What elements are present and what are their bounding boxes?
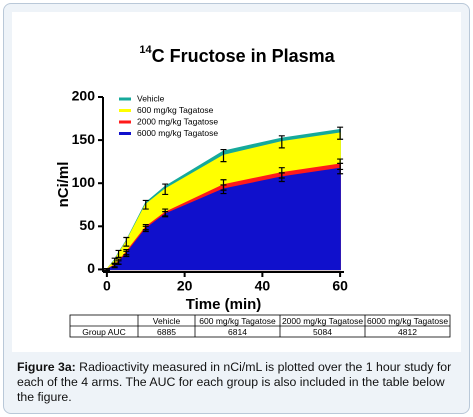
table-cell: 4812 [398,327,417,337]
error-bar [115,249,122,258]
y-tick-label: 100 [72,174,96,190]
figure-frame: 14C Fructose in Plasma 0 50 100 150 200 0 20 40… [3,3,470,414]
error-bar [123,236,130,247]
error-bar [337,162,344,175]
error-bar [162,211,169,218]
table: Vehicle 600 mg/kg Tagatose 2000 mg/kg Taga… [69,314,451,338]
legend-label: 2000 mg/kg Tagatose [137,116,218,126]
figure-panel: 14C Fructose in Plasma 0 50 100 150 200 0 20 40… [12,12,461,352]
table-header: Vehicle [153,316,181,326]
y-tick-label: 200 [72,88,96,104]
legend-label: 6000 mg/kg Tagatose [137,128,218,138]
chart-title: 14C Fructose in Plasma [139,44,335,66]
table-header: 2000 mg/kg Tagatose [282,316,363,326]
error-bar [142,225,149,233]
x-tick-label: 60 [332,278,348,294]
error-bar [123,250,130,258]
y-tick-label: 0 [87,260,95,276]
caption: Figure 3a: Radioactivity measured in nCi… [17,360,462,405]
error-bar [220,184,227,195]
error-bar [278,135,285,149]
error-bar [220,148,227,163]
x-tick-label: 20 [177,278,193,294]
legend-label: 600 mg/kg Tagatose [137,105,214,115]
error-bar [162,183,169,196]
y-tick-label: 50 [79,217,95,233]
x-tick-label: 0 [103,278,111,294]
table-header: 600 mg/kg Tagatose [199,316,276,326]
table-cell: 6814 [228,327,247,337]
chart: 14C Fructose in Plasma 0 50 100 150 200 0 20 40… [55,44,451,338]
y-tick-label: 150 [72,131,96,147]
error-bar [278,172,285,183]
error-bar [115,260,122,265]
error-bar [103,267,110,271]
error-bar [337,126,344,140]
caption-label: Figure 3a: [17,360,76,374]
x-tick-label: 40 [255,278,271,294]
table-cell: 6885 [157,327,176,337]
table-cell: 5084 [313,327,332,337]
error-bar [142,199,149,210]
legend-label: Vehicle [137,93,165,103]
caption-text: Radioactivity measured in nCi/mL is plot… [17,360,452,404]
x-axis-label: Time (min) [186,296,262,313]
table-row-label: Group AUC [82,327,125,337]
table-header: 6000 mg/kg Tagatose [367,316,448,326]
y-axis-label: nCi/ml [55,162,72,208]
